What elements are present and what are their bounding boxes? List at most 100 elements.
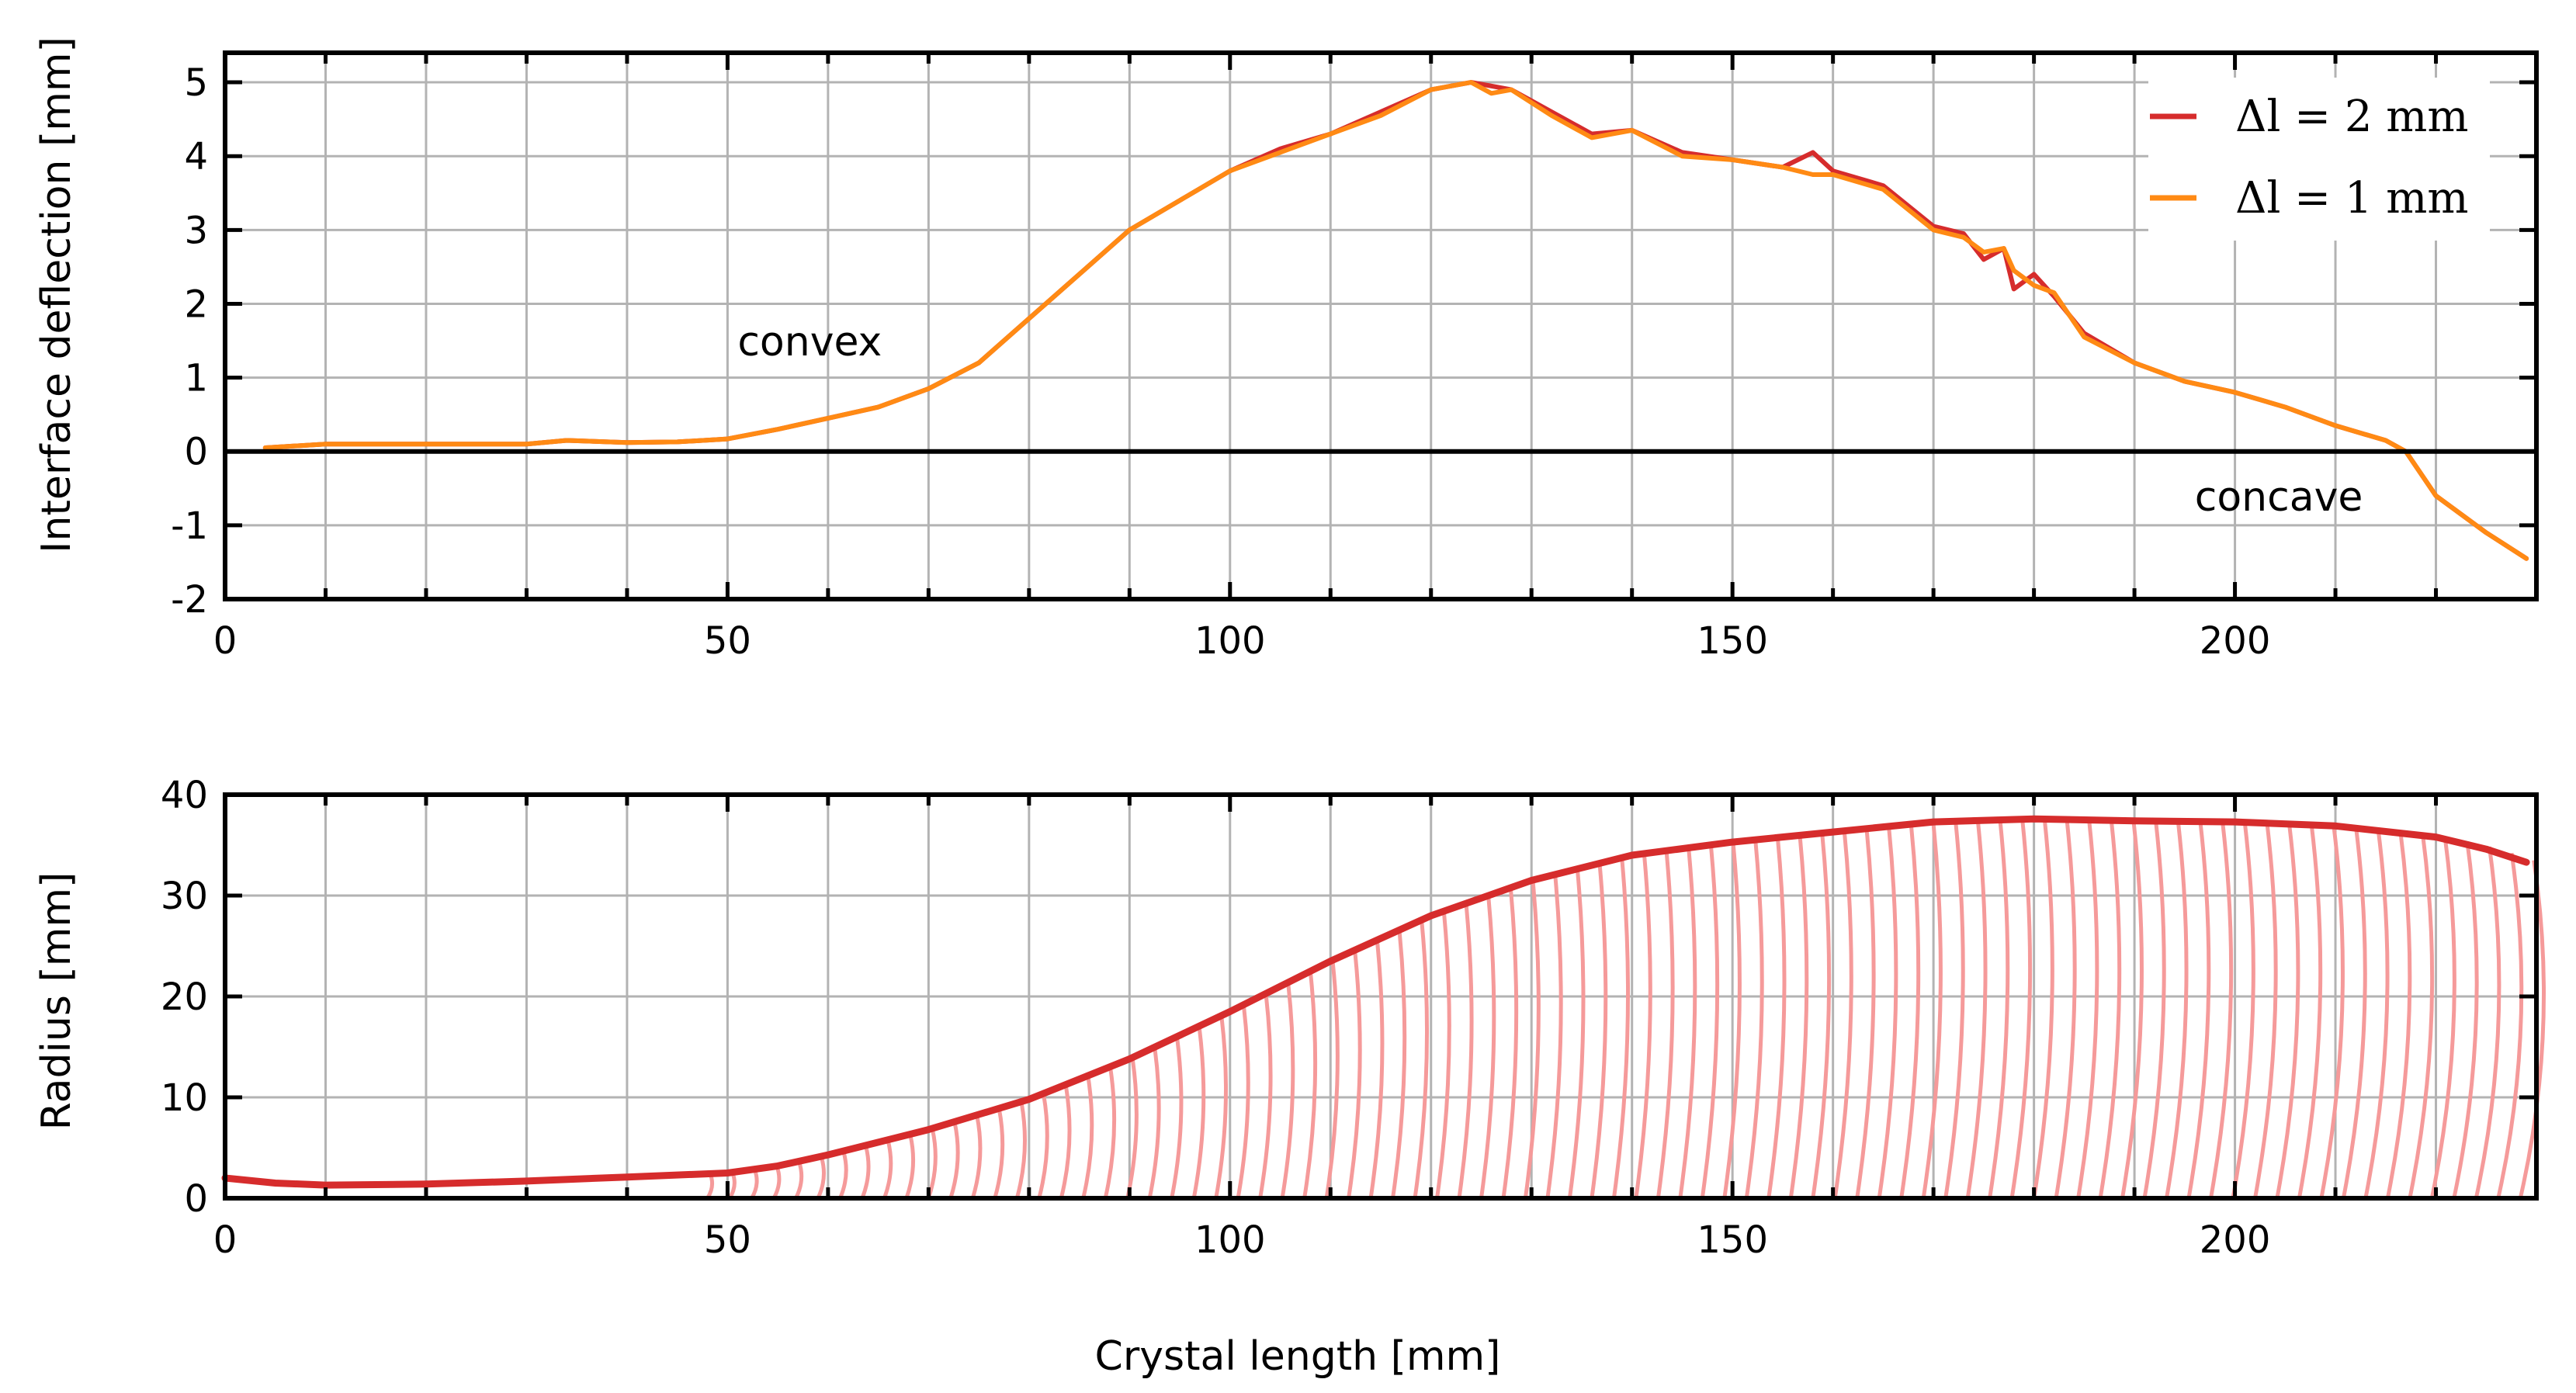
radius-x-tick-label: 0 <box>213 1218 237 1262</box>
radius-rib <box>816 1156 826 1200</box>
deflection-series <box>262 80 2529 561</box>
deflection-y-axis-title: Interface deflection [mm] <box>33 36 80 553</box>
radius-rib <box>2408 833 2435 1199</box>
radius-rib <box>1457 906 1474 1199</box>
radius-rib <box>1545 876 1563 1199</box>
deflection-y-tick-label: 1 <box>184 357 208 400</box>
radius-rib <box>771 1166 782 1200</box>
radius-rib <box>1567 870 1586 1199</box>
radius-rib <box>993 1109 1005 1199</box>
deflection-y-tick-label: 4 <box>184 135 208 178</box>
radius-rib <box>1147 1049 1161 1199</box>
radius-y-tick-label: 20 <box>161 975 208 1019</box>
deflection-x-tick-label: 150 <box>1697 619 1768 663</box>
deflection-y-tick-label: 0 <box>184 431 208 474</box>
deflection-x-tick-label: 50 <box>704 619 751 663</box>
radius-rib <box>1014 1102 1027 1199</box>
radius-rib <box>706 1173 715 1200</box>
radius-x-tick-label: 200 <box>2200 1218 2271 1262</box>
radius-chart: 0 50 100 150 200 0 10 20 30 40 Radius [mm] Crysta… <box>33 774 2547 1380</box>
radius-series <box>221 815 2530 1189</box>
radius-rib <box>1059 1086 1072 1199</box>
radius-tick-labels: 0 50 100 150 200 0 10 20 30 40 <box>161 774 2270 1262</box>
radius-rib <box>1191 1028 1206 1199</box>
radius-rib <box>1170 1038 1184 1199</box>
radius-rib <box>2429 836 2456 1199</box>
radius-rib <box>1435 913 1451 1199</box>
legend-label-dl1: Δl = 1 mm <box>2235 173 2469 224</box>
radius-rib <box>1125 1059 1139 1199</box>
radius-y-tick-label: 10 <box>161 1076 208 1120</box>
radius-rib <box>2363 829 2390 1199</box>
radius-rib <box>2341 826 2367 1199</box>
radius-rib <box>948 1122 960 1199</box>
radius-rib <box>727 1172 737 1200</box>
radius-rib <box>2098 820 2122 1199</box>
radius-rib <box>1811 833 1832 1199</box>
radius-rib <box>1236 1007 1250 1199</box>
radius-rib <box>1656 851 1675 1199</box>
radius-rib <box>1523 882 1541 1199</box>
radius-rib <box>1855 829 1876 1199</box>
radius-rib <box>1965 820 1988 1199</box>
radius-rib <box>2209 821 2234 1199</box>
deflection-x-tick-label: 200 <box>2200 619 2271 663</box>
radius-rib <box>1832 831 1853 1199</box>
radius-rib <box>1766 838 1787 1199</box>
deflection-x-tick-label: 0 <box>213 619 237 663</box>
radius-rib <box>1877 826 1898 1199</box>
radius-rib <box>1258 996 1273 1199</box>
deflection-y-tick-label: 2 <box>184 282 208 326</box>
deflection-frame <box>223 50 2539 601</box>
radius-rib <box>1501 889 1519 1199</box>
annotation-concave: concave <box>2195 474 2363 521</box>
deflection-tick-labels: 0 50 100 150 200 -2 -1 0 1 2 3 4 5 <box>171 61 2270 663</box>
radius-rib <box>860 1145 871 1199</box>
radius-rib <box>1700 845 1720 1199</box>
radius-rib <box>1214 1017 1228 1199</box>
legend: Δl = 2 mm Δl = 1 mm <box>2148 78 2490 241</box>
radius-rib <box>2231 821 2255 1199</box>
radius-rib <box>2319 825 2345 1199</box>
radius-x-tick-label: 50 <box>704 1218 751 1262</box>
radius-rib <box>904 1135 916 1199</box>
radius-rib <box>1988 820 2010 1199</box>
radius-line <box>221 815 2530 1189</box>
radius-rib <box>2142 820 2166 1199</box>
radius-rib <box>2452 840 2479 1199</box>
radius-rib <box>1081 1077 1094 1199</box>
radius-rib <box>970 1115 983 1199</box>
radius-y-tick-label: 30 <box>161 875 208 918</box>
radius-rib <box>794 1161 804 1200</box>
radius-x-tick-label: 100 <box>1194 1218 1266 1262</box>
deflection-chart: convex concave Δl = 2 mm Δl = 1 mm 0 50 1 0… <box>33 36 2539 663</box>
radius-rib <box>1722 843 1742 1199</box>
radius-rib <box>1678 848 1697 1199</box>
legend-label-dl2: Δl = 2 mm <box>2235 92 2469 142</box>
radius-rib <box>882 1140 893 1199</box>
radius-rib <box>1788 836 1809 1199</box>
radius-rib <box>1324 962 1340 1199</box>
deflection-annotations: convex concave <box>737 319 2363 521</box>
radius-y-axis-title: Radius [mm] <box>33 872 80 1131</box>
radius-rib <box>1744 840 1764 1199</box>
radius-rib <box>2054 819 2077 1199</box>
radius-rib <box>1479 897 1496 1199</box>
radius-ribs <box>706 818 2547 1200</box>
deflection-y-tick-label: -2 <box>171 578 208 622</box>
radius-rib <box>2009 819 2033 1199</box>
radius-rib <box>2076 820 2099 1199</box>
deflection-y-tick-label: -1 <box>171 504 208 548</box>
radius-rib <box>1037 1094 1049 1199</box>
radius-rib <box>2032 818 2054 1199</box>
radius-rib <box>2165 820 2189 1199</box>
radius-rib <box>1634 854 1652 1199</box>
radius-rib <box>1280 985 1295 1199</box>
radius-rib <box>2297 824 2323 1199</box>
radius-rib <box>926 1129 938 1199</box>
radius-rib <box>2253 822 2278 1199</box>
radius-rib <box>2275 823 2300 1199</box>
radius-rib <box>1347 952 1362 1199</box>
radius-rib <box>2186 821 2211 1199</box>
